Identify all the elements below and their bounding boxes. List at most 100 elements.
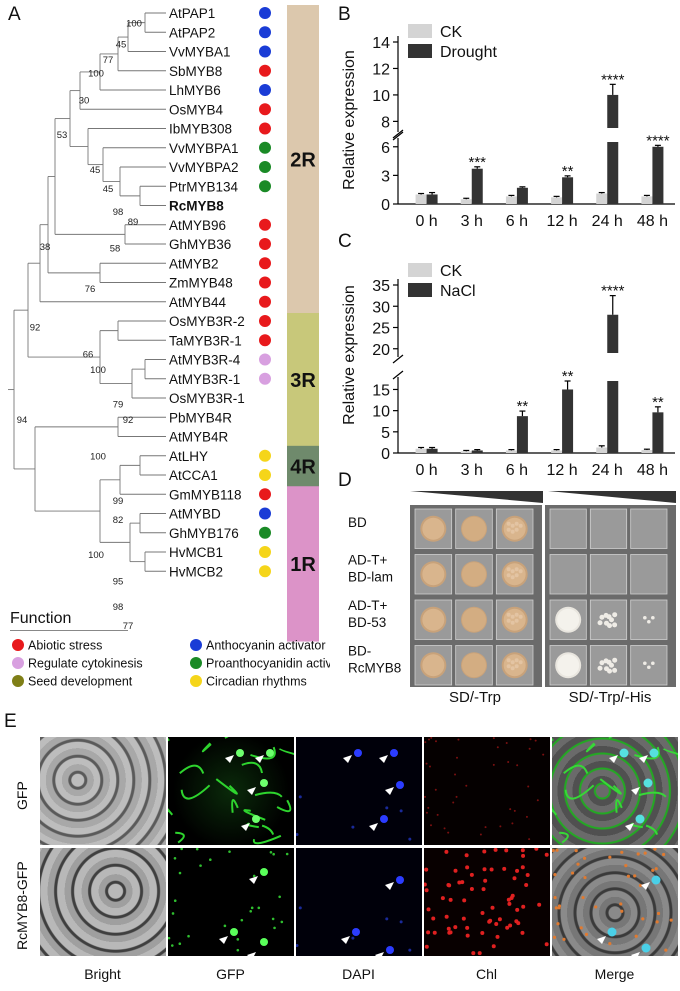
chlorophyll-signal	[444, 914, 449, 919]
merge-signal	[552, 737, 554, 742]
merge-signal	[608, 942, 612, 946]
taxon-label: OsMYB3R-2	[169, 314, 245, 329]
merge-signal	[553, 895, 557, 900]
arrowhead-marker	[631, 952, 640, 956]
micrograph-gfp-rcmyb8	[168, 848, 294, 956]
yeast-colony-dot	[647, 665, 651, 670]
gfp-signal	[252, 874, 256, 878]
yeast-colony	[462, 607, 486, 632]
gfp-signal	[223, 924, 227, 928]
chlorophyll-signal	[431, 916, 436, 921]
legend-dot	[190, 675, 202, 687]
chlorophyll-signal	[515, 868, 520, 873]
x-tick-label: 48 h	[637, 213, 668, 230]
gfp-signal	[241, 761, 264, 774]
chlorophyll-signal	[483, 878, 488, 883]
merge-signal	[581, 895, 585, 900]
micrograph-overlay	[168, 848, 289, 956]
gfp-signal	[236, 938, 240, 941]
taxon-label: AtMYB3R-1	[169, 372, 240, 387]
dapi-speck	[408, 837, 412, 841]
chlorophyll-signal	[493, 848, 498, 852]
yeast-row-label: RcMYB8	[348, 661, 401, 676]
yeast-colony-dot	[612, 657, 618, 663]
chlorophyll-signal	[424, 795, 426, 798]
merge-signal	[559, 831, 569, 844]
y-tick-label: 0	[381, 197, 390, 214]
x-tick-label: 0 h	[415, 213, 437, 230]
yeast-colony-dot	[606, 659, 612, 665]
yeast-colony-dot	[514, 573, 519, 578]
arrowhead-marker	[369, 823, 378, 831]
merge-signal	[643, 851, 647, 855]
taxon-label: PtrMYB134	[169, 179, 239, 194]
y-axis-label: Relative expression	[341, 285, 358, 425]
significance-mark: ***	[468, 154, 486, 171]
axis-break	[392, 129, 404, 139]
yeast-colony-dot	[612, 667, 618, 673]
gfp-signal	[179, 764, 205, 775]
axis-break	[392, 354, 404, 364]
gfp-signal	[280, 920, 284, 924]
chlorophyll-signal	[447, 831, 450, 834]
chlorophyll-signal	[455, 756, 458, 759]
bootstrap-value: 38	[40, 242, 51, 253]
taxon-label: HvMCB2	[169, 564, 223, 579]
arrowhead-marker	[375, 952, 384, 956]
arrowhead-marker	[625, 823, 634, 831]
clade-label: 4R	[290, 457, 316, 479]
taxon-label: OsMYB3R-1	[169, 391, 245, 406]
micrograph-overlay	[552, 737, 678, 844]
yeast-colony-dot	[506, 612, 511, 617]
yeast-colony-core	[557, 654, 580, 677]
merge-signal	[620, 909, 624, 913]
chlorophyll-signal	[536, 799, 539, 802]
merge-signal	[645, 824, 659, 835]
chlorophyll-signal	[457, 880, 462, 885]
bootstrap-value: 53	[57, 130, 68, 141]
significance-mark: ****	[646, 132, 670, 149]
micrograph-bright-rcmyb8	[40, 848, 166, 956]
yeast-colony-dot	[514, 567, 519, 572]
chlorophyll-signal	[496, 746, 499, 749]
dapi-speck	[399, 920, 403, 924]
chlorophyll-signal	[508, 923, 513, 928]
yeast-colony-dot	[506, 527, 511, 532]
bar	[652, 146, 664, 204]
bar	[471, 450, 483, 453]
plate-well	[589, 508, 628, 549]
yeast-row-label: BD-53	[348, 615, 386, 630]
chlorophyll-signal	[516, 921, 521, 926]
chlorophyll-signal	[448, 897, 453, 902]
taxon-label: VvMYBA1	[169, 45, 231, 60]
micrograph-overlay	[168, 737, 294, 845]
panel-label-b: B	[338, 4, 351, 25]
yeast-row-label: BD-lam	[348, 570, 393, 585]
taxon-label: AtMYB4R	[169, 430, 229, 445]
merge-signal	[620, 850, 624, 854]
bar	[607, 314, 619, 353]
micrograph-gfp-gfp	[168, 737, 294, 845]
legend-series-name: CK	[440, 24, 463, 41]
chlorophyll-signal	[455, 795, 458, 798]
chlorophyll-signal	[465, 865, 470, 870]
gfp-signal	[209, 858, 212, 861]
chlorophyll-signal	[511, 822, 514, 825]
gfp-signal	[278, 895, 281, 899]
chlorophyll-signal	[482, 867, 487, 872]
chlorophyll-signal	[453, 868, 458, 873]
arrowhead-marker	[609, 755, 618, 763]
yeast-colony	[462, 562, 486, 587]
bar	[641, 450, 653, 453]
micro-col-label-merge: Merge	[594, 966, 635, 982]
chlorophyll-signal	[424, 944, 429, 949]
bar	[596, 193, 608, 204]
bootstrap-value: 66	[83, 350, 94, 361]
x-tick-label: 3 h	[461, 213, 483, 230]
yeast-row-label: AD-T+	[348, 553, 387, 568]
dapi-nucleus	[354, 749, 362, 757]
merge-nucleus	[619, 748, 629, 758]
bar	[471, 168, 483, 204]
yeast-row-label: AD-T+	[348, 598, 387, 613]
arrowhead-marker	[241, 823, 250, 831]
